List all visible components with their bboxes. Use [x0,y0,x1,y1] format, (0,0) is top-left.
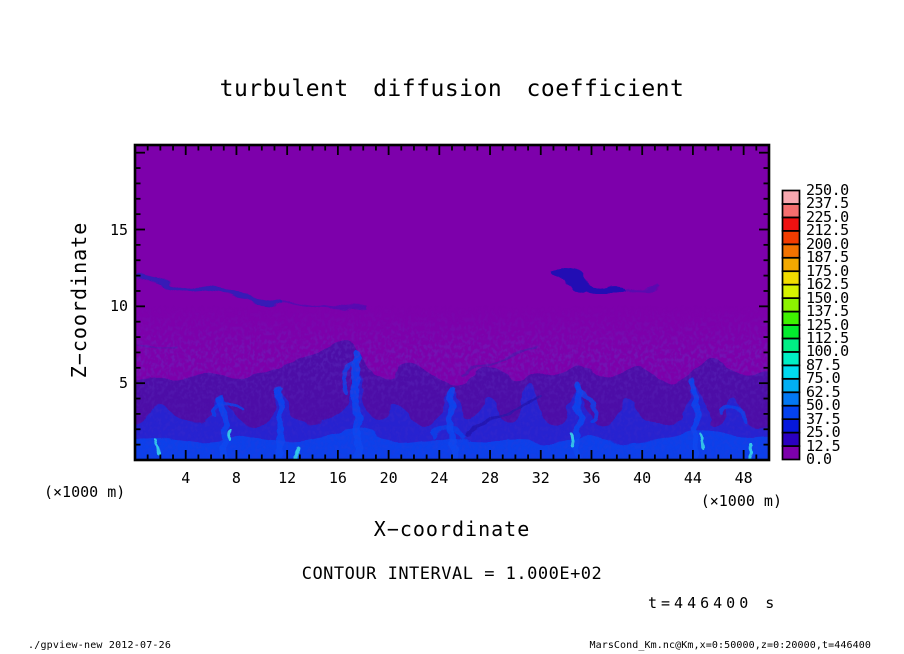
colorbar-box [781,283,801,299]
colorbar-tick-label: 250.0 [806,181,849,199]
colorbar-tick-label: 62.5 [806,382,841,401]
colorbar-box [781,351,801,367]
footer-data-ref: MarsCond_Km.nc@Km,x=0:50000,z=0:20000,t=… [589,640,871,651]
x-tick-label: 44 [683,469,702,487]
x-tick-label: 4 [181,469,191,487]
colorbar-box [781,404,801,420]
colorbar-tick-label: 212.5 [806,221,849,240]
x-unit-left: (×1000 m) [44,483,126,501]
colorbar-tick-label: 175.0 [806,261,849,280]
figure-title: turbulent diffusion coefficient [219,76,685,102]
time-stamp: t=446400 s [648,594,779,612]
colorbar-tick-label: 0.0 [806,450,832,468]
footer-command: ./gpview-new 2012-07-26 [28,640,172,651]
speckle-noise [135,305,769,460]
z-tick-label: 10 [109,297,128,316]
colorbar-box [781,364,801,380]
colorbar-tick-label: 137.5 [806,302,849,321]
elevated-streak-left [135,274,282,303]
colorbar-tick-label: 200.0 [806,234,849,253]
colorbar-box [781,189,801,205]
x-tick-label: 36 [582,469,601,487]
colorbar-box [781,216,801,232]
plot-frame [133,143,771,462]
colorbar-box [781,270,801,286]
colorbar-box [781,297,801,313]
colorbar-tick-label: 100.0 [806,342,849,361]
colorbar-box [781,418,801,434]
plot-area [133,143,771,462]
x-tick-label: 20 [379,469,398,487]
colorbar-tick-label: 75.0 [806,369,841,388]
colorbar-box [781,229,801,246]
x-tick-label: 48 [734,469,753,487]
elevated-streak-right-tail [626,285,659,289]
colorbar-tick-label: 187.5 [806,248,849,267]
x-tick-label: 40 [633,469,652,487]
x-tick-label: 16 [328,469,347,487]
colorbar-tick-label: 237.5 [806,194,849,213]
colorbar-box [781,310,801,326]
colorbar-tick-label: 150.0 [806,288,849,307]
x-tick-label: 24 [430,469,449,487]
z-tick-label: 15 [109,220,128,239]
colorbar-box [781,203,801,219]
colorbar-tick-label: 25.0 [806,423,841,442]
turbulent-field [133,143,771,462]
colorbar-tick-label: 37.5 [806,409,841,428]
colorbar-tick-label: 125.0 [806,315,849,334]
colorbar-box [781,445,801,461]
contour-interval-note: CONTOUR INTERVAL = 1.000E+02 [301,564,603,584]
colorbar-box [781,324,801,340]
x-tick-label: 12 [278,469,297,487]
colorbar-tick-label: 12.5 [806,436,841,455]
colorbar [781,189,801,461]
colorbar-box [781,391,801,407]
colorbar-box [781,377,801,394]
x-axis-label: X−coordinate [373,517,531,541]
colorbar-tick-label: 50.0 [806,396,841,415]
x-tick-label: 32 [531,469,550,487]
colorbar-box [781,256,801,273]
colorbar-tick-label: 112.5 [806,328,849,347]
colorbar-box [781,337,801,353]
colorbar-tick-label: 225.0 [806,207,849,226]
z-tick-label: 5 [118,374,128,393]
colorbar-tick-label: 87.5 [806,355,841,374]
x-tick-label: 28 [481,469,500,487]
colorbar-tick-label: 162.5 [806,275,849,294]
elevated-streak-right [552,269,627,290]
colorbar-box [781,243,801,259]
colorbar-box [781,431,801,447]
x-tick-label: 8 [231,469,241,487]
x-unit-right: (×1000 m) [700,492,782,510]
